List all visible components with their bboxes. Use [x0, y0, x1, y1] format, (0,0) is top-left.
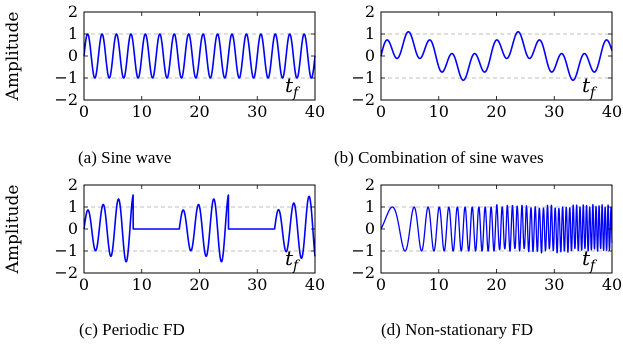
y-tick-label: 0 — [68, 46, 78, 65]
y-tick-label: −2 — [54, 90, 78, 109]
x-tick-label: 0 — [376, 275, 386, 294]
x-tick-label: 0 — [79, 275, 89, 294]
x-tick-label: 20 — [189, 102, 209, 121]
x-tick-label: 10 — [132, 102, 152, 121]
y-tick-label: −2 — [351, 90, 375, 109]
y-axis-label: Amplitude — [3, 12, 23, 102]
plot-frame — [380, 11, 613, 101]
y-axis-label: Amplitude — [3, 185, 23, 275]
series-line — [83, 194, 316, 263]
x-tick-label: 10 — [132, 275, 152, 294]
y-tick-label: 0 — [68, 219, 78, 238]
series-line — [380, 203, 613, 254]
plot-frame — [83, 184, 316, 274]
y-tick-label: −1 — [351, 241, 375, 260]
y-tick-label: −2 — [351, 263, 375, 282]
y-tick-label: −1 — [351, 68, 375, 87]
tf-annotation: tf — [582, 73, 598, 101]
x-tick-label: 30 — [544, 102, 564, 121]
caption-c: (c) Periodic FD — [79, 320, 185, 339]
x-tick-label: 30 — [544, 275, 564, 294]
x-tick-label: 10 — [429, 275, 449, 294]
y-tick-label: 1 — [365, 197, 375, 216]
y-tick-label: 1 — [365, 24, 375, 43]
x-tick-label: 30 — [247, 275, 267, 294]
y-tick-label: 2 — [68, 175, 78, 194]
y-tick-label: 2 — [68, 2, 78, 21]
x-tick-label: 20 — [486, 102, 506, 121]
y-tick-label: −2 — [54, 263, 78, 282]
x-tick-label: 10 — [429, 102, 449, 121]
x-tick-label: 30 — [247, 102, 267, 121]
y-tick-label: 2 — [365, 2, 375, 21]
x-tick-label: 40 — [305, 275, 325, 294]
tf-annotation: tf — [582, 246, 598, 274]
y-tick-label: −1 — [54, 241, 78, 260]
y-tick-label: 0 — [365, 46, 375, 65]
x-tick-label: 40 — [305, 102, 325, 121]
x-tick-label: 40 — [602, 275, 622, 294]
x-tick-label: 0 — [79, 102, 89, 121]
y-tick-label: 1 — [68, 197, 78, 216]
tf-annotation: tf — [285, 73, 301, 101]
caption-b: (b) Combination of sine waves — [334, 148, 544, 167]
x-tick-label: 20 — [486, 275, 506, 294]
y-tick-label: 2 — [365, 175, 375, 194]
x-tick-label: 0 — [376, 102, 386, 121]
tf-annotation: tf — [285, 246, 301, 274]
y-tick-label: 0 — [365, 219, 375, 238]
series-line — [380, 31, 613, 81]
series-line — [83, 33, 316, 79]
x-tick-label: 20 — [189, 275, 209, 294]
y-tick-label: 1 — [68, 24, 78, 43]
x-tick-label: 40 — [602, 102, 622, 121]
caption-d: (d) Non-stationary FD — [381, 320, 534, 339]
caption-a: (a) Sine wave — [78, 148, 172, 167]
y-tick-label: −1 — [54, 68, 78, 87]
